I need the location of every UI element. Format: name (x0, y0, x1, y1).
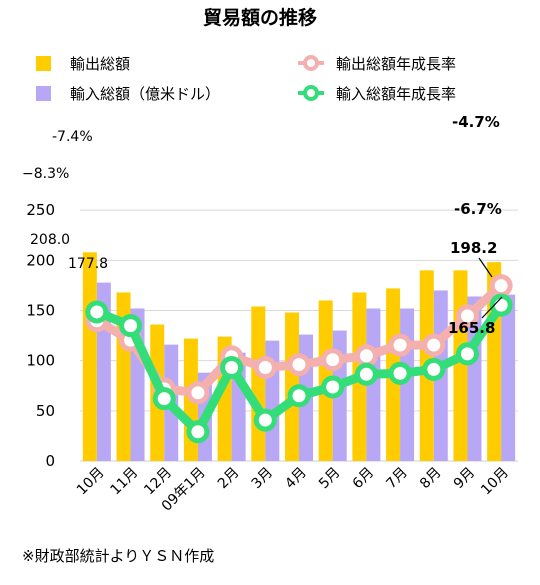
import-growth-point (220, 355, 244, 379)
data-label-import-last: 165.8 (448, 319, 495, 337)
x-tick-label: 10月 (478, 465, 512, 499)
x-tick-label: 10月 (74, 465, 108, 499)
x-tick-label: 4月 (282, 465, 310, 493)
import-bar (501, 294, 516, 461)
data-label-import-first: 177.8 (68, 256, 108, 272)
y-tick-label: 50 (36, 402, 55, 420)
export-growth-point (186, 381, 210, 405)
import-growth-point (455, 342, 479, 366)
import-growth-point (186, 420, 210, 444)
export-bar (82, 252, 97, 461)
legend-label-import-growth: 輸入総額年成長率 (336, 85, 456, 103)
data-label-export-rate-first: −8.3% (22, 166, 69, 182)
import-growth-point (422, 357, 446, 381)
x-tick-label: 9月 (451, 465, 479, 493)
data-label-import-rate-first: -7.4% (52, 129, 93, 145)
x-tick-label: 7月 (383, 465, 411, 493)
import-growth-point (354, 362, 378, 386)
source-note: ※財政部統計よりＹＳＮ作成 (22, 547, 215, 565)
export-growth-point (489, 274, 513, 298)
y-axis: 0 50 100 150 200 250 (26, 201, 55, 470)
export-bar (251, 306, 266, 461)
x-tick-label: 6月 (350, 465, 378, 493)
legend-marker-export-growth (303, 55, 319, 71)
y-tick-label: 100 (26, 352, 55, 370)
chart-title: 貿易額の推移 (203, 6, 317, 29)
import-growth-point (253, 408, 277, 432)
y-tick-label: 250 (26, 201, 55, 219)
export-growth-point (422, 333, 446, 357)
import-bar (400, 308, 415, 461)
import-growth-point (119, 314, 143, 338)
y-tick-label: 0 (45, 452, 55, 470)
legend-label-import: 輸入総額（億米ドル） (70, 85, 220, 103)
export-growth-point (354, 344, 378, 368)
import-growth-point (287, 384, 311, 408)
data-labels: 208.0 177.8 −8.3% -7.4% -4.7% -6.7% 198.2 165.8 (22, 113, 503, 337)
x-tick-label: 8月 (417, 465, 445, 493)
import-growth-point (152, 387, 176, 411)
growth-lines (85, 274, 513, 444)
export-growth-point (455, 304, 479, 328)
legend-label-export: 輸出総額 (70, 55, 130, 73)
import-growth-point (321, 375, 345, 399)
legend-swatch-import (36, 86, 51, 101)
x-tick-label: 3月 (249, 465, 277, 493)
data-label-export-first: 208.0 (30, 232, 70, 248)
import-growth-point (85, 300, 109, 324)
leader-line-export-last (478, 257, 493, 278)
y-tick-label: 200 (26, 251, 55, 269)
data-label-export-last: 198.2 (450, 239, 497, 257)
y-tick-label: 150 (26, 302, 55, 320)
export-growth-point (253, 355, 277, 379)
x-tick-label: 5月 (316, 465, 344, 493)
import-growth-point (489, 293, 513, 317)
data-label-export-rate-last: -4.7% (452, 113, 500, 131)
x-tick-label: 11月 (108, 465, 142, 499)
legend-swatch-export (36, 56, 51, 71)
data-label-import-rate-last: -6.7% (454, 200, 502, 218)
import-growth-point (388, 361, 412, 385)
export-growth-point (388, 333, 412, 357)
legend-label-export-growth: 輸出総額年成長率 (336, 55, 456, 73)
export-growth-point (321, 348, 345, 372)
leader-line-import-last (481, 296, 503, 319)
x-tick-label: 2月 (215, 465, 243, 493)
export-growth-point (287, 353, 311, 377)
legend-marker-import-growth (303, 85, 319, 101)
export-bar (453, 270, 468, 461)
